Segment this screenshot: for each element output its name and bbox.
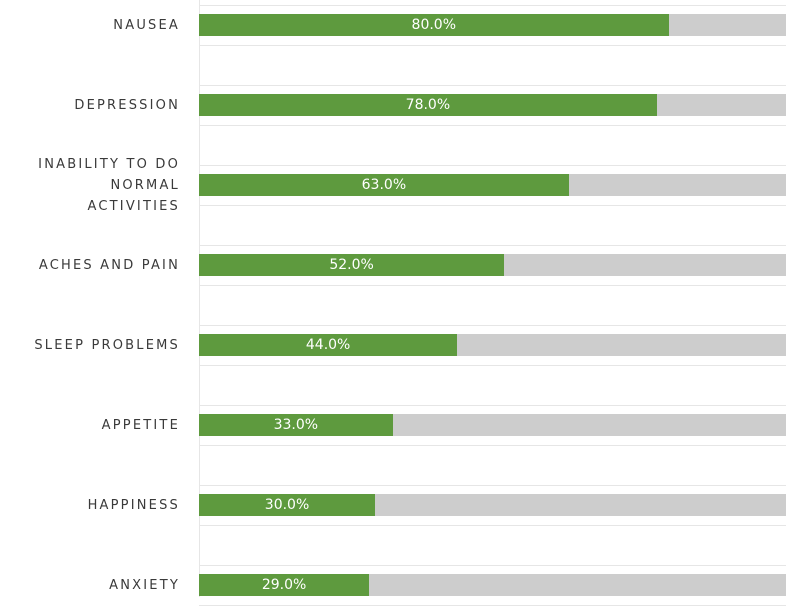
value-axis-line: [199, 0, 200, 597]
gridline: [199, 485, 786, 486]
gridline: [199, 45, 786, 46]
gridline: [199, 405, 786, 406]
category-label-line: ANXIETY: [109, 577, 180, 593]
gridline: [199, 565, 786, 566]
category-label: HAPPINESS: [0, 495, 180, 516]
category-label-line: NAUSEA: [113, 17, 180, 33]
category-label: ACHES AND PAIN: [0, 255, 180, 276]
category-label: INABILITY TO DO NORMAL ACTIVITIES: [0, 154, 180, 217]
category-label-line: SLEEP PROBLEMS: [34, 337, 180, 353]
gridline: [199, 285, 786, 286]
category-label: NAUSEA: [0, 15, 180, 36]
data-label: 44.0%: [305, 337, 351, 353]
gridline: [199, 85, 786, 86]
category-label-line: ACTIVITIES: [87, 198, 180, 214]
gridline: [199, 165, 786, 166]
category-label: DEPRESSION: [0, 95, 180, 116]
category-label-line: DEPRESSION: [74, 97, 180, 113]
category-label: SLEEP PROBLEMS: [0, 335, 180, 356]
gridline: [199, 125, 786, 126]
gridline: [199, 5, 786, 6]
bar: [199, 14, 669, 36]
data-label: 29.0%: [261, 577, 307, 593]
category-label: APPETITE: [0, 415, 180, 436]
category-label-line: HAPPINESS: [87, 497, 180, 513]
gridline: [199, 445, 786, 446]
bar: [199, 254, 505, 276]
gridline: [199, 325, 786, 326]
bar: [199, 574, 370, 596]
bar: [199, 414, 393, 436]
category-label-line: NORMAL: [110, 177, 180, 193]
gridline: [199, 245, 786, 246]
bar: [199, 174, 569, 196]
category-label: ANXIETY: [0, 575, 180, 596]
bar: [199, 334, 458, 356]
data-label: 30.0%: [264, 497, 310, 513]
gridline: [199, 205, 786, 206]
data-label: 80.0%: [411, 17, 457, 33]
bar: [199, 94, 657, 116]
gridline: [199, 365, 786, 366]
data-label: 63.0%: [361, 177, 407, 193]
category-label-line: APPETITE: [101, 417, 180, 433]
data-label: 52.0%: [329, 257, 374, 273]
category-label-line: ACHES AND PAIN: [38, 257, 180, 273]
data-label: 78.0%: [405, 97, 451, 113]
data-label: 33.0%: [273, 417, 319, 433]
category-label-line: INABILITY TO DO: [38, 156, 180, 172]
bar: [199, 494, 376, 516]
gridline: [199, 525, 786, 526]
